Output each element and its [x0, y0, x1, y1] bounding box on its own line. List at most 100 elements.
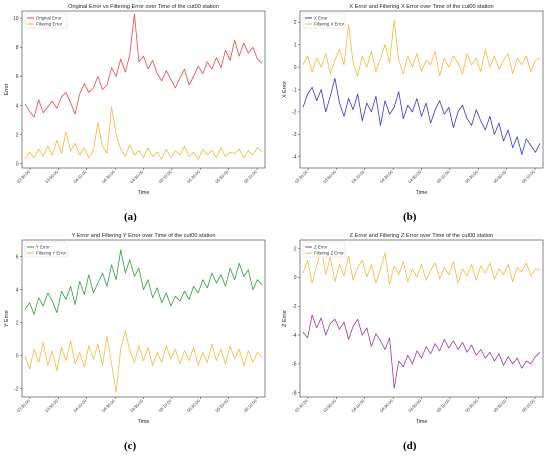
y-tick-label: 4	[16, 287, 19, 293]
legend-label: Filtering X Error	[314, 22, 345, 27]
x-tick-label: 04:30:00	[101, 398, 117, 414]
plot-frame	[21, 239, 266, 398]
y-tick-label: -2	[14, 387, 19, 393]
legend-label: Y Error	[36, 245, 50, 250]
x-tick-label: 03:30:00	[294, 169, 310, 185]
x-tick-label: 05:10:00	[158, 169, 174, 185]
y-tick-label: 2	[294, 246, 297, 252]
y-tick-label: -4	[292, 155, 297, 161]
y-tick-label: 2	[294, 20, 297, 26]
chart-panel-d: Z Error and Filtering Z Error over Time …	[282, 233, 544, 425]
y-tick-label: 8	[16, 45, 19, 51]
x-tick-label: 05:30:00	[464, 398, 480, 414]
caption-c: (c)	[124, 440, 137, 452]
plot-frame	[299, 10, 544, 169]
y-tick-label: 2	[16, 132, 19, 138]
x-axis-label: Time	[416, 190, 428, 196]
x-tick-label: 06:10:00	[521, 398, 537, 414]
x-tick-label: 05:10:00	[436, 169, 452, 185]
chart-title: X Error and Filtering X Error over Time …	[349, 4, 493, 10]
y-tick-label: 10	[13, 16, 19, 22]
x-tick-label: 05:30:00	[464, 169, 480, 185]
y-tick-label: -2	[292, 110, 297, 116]
x-tick-label: 05:50:00	[214, 398, 230, 414]
x-tick-label: 05:10:00	[436, 398, 452, 414]
y-tick-label: -3	[292, 132, 297, 138]
x-tick-label: 04:30:00	[101, 169, 117, 185]
x-axis-label: Time	[416, 419, 428, 425]
x-tick-label: 06:10:00	[243, 169, 259, 185]
y-tick-label: -6	[292, 362, 297, 368]
series-line-filtering-x-error	[302, 19, 541, 77]
x-tick-label: 03:50:00	[322, 398, 338, 414]
x-tick-label: 04:50:00	[129, 169, 145, 185]
series-line-original-error	[24, 13, 263, 118]
y-tick-label: 6	[16, 254, 19, 260]
y-axis-label: Y Error	[4, 310, 10, 327]
x-tick-label: 05:10:00	[158, 398, 174, 414]
series-line-filtering-error	[24, 106, 263, 160]
x-tick-label: 04:50:00	[129, 398, 145, 414]
legend-box	[302, 12, 346, 29]
y-tick-label: 0	[16, 161, 19, 167]
y-axis-label: X Error	[282, 81, 288, 98]
legend-box	[24, 12, 68, 29]
x-tick-label: 04:10:00	[72, 169, 88, 185]
y-tick-label: 6	[16, 74, 19, 80]
x-tick-label: 04:50:00	[407, 169, 423, 185]
legend-label: Z Error	[314, 245, 328, 250]
series-line-filtering-z-error	[302, 248, 541, 286]
x-tick-label: 05:30:00	[186, 398, 202, 414]
series-line-y-error	[24, 249, 263, 315]
x-tick-label: 03:50:00	[44, 398, 60, 414]
x-tick-label: 03:30:00	[16, 169, 32, 185]
x-tick-label: 05:50:00	[214, 169, 230, 185]
caption-a: (a)	[124, 211, 137, 223]
caption-d: (d)	[403, 440, 417, 452]
legend-label: Filtering Y Error	[36, 251, 66, 256]
x-tick-label: 04:30:00	[379, 169, 395, 185]
y-tick-label: 2	[16, 320, 19, 326]
x-tick-label: 03:50:00	[322, 169, 338, 185]
y-tick-label: 4	[16, 103, 19, 109]
y-tick-label: 0	[16, 353, 19, 359]
y-axis-label: Z Error	[282, 310, 288, 327]
plot-frame	[299, 239, 544, 398]
y-tick-label: 0	[294, 275, 297, 281]
x-tick-label: 04:10:00	[350, 169, 366, 185]
legend-box	[302, 241, 346, 258]
chart-panel-b: X Error and Filtering X Error over Time …	[282, 4, 544, 196]
chart-panel-c: Y Error and Filtering Y Error over Time …	[4, 233, 266, 425]
x-tick-label: 04:10:00	[72, 398, 88, 414]
x-tick-label: 06:10:00	[521, 169, 537, 185]
legend-label: Original Error	[36, 16, 62, 21]
y-axis-label: Error	[4, 83, 10, 95]
x-tick-label: 03:50:00	[44, 169, 60, 185]
y-tick-label: -4	[292, 333, 297, 339]
x-axis-label: Time	[138, 419, 150, 425]
caption-b: (b)	[403, 211, 417, 223]
x-tick-label: 06:10:00	[243, 398, 259, 414]
y-tick-label: -2	[292, 304, 297, 310]
series-line-filtering-y-error	[24, 330, 263, 393]
chart-panel-a: Original Error vs Filtering Error over T…	[4, 4, 266, 196]
y-tick-label: -8	[292, 390, 297, 396]
x-tick-label: 03:30:00	[294, 398, 310, 414]
x-tick-label: 03:30:00	[16, 398, 32, 414]
y-tick-label: -1	[292, 87, 297, 93]
y-tick-label: 1	[294, 42, 297, 48]
chart-title: Z Error and Filtering Z Error over Time …	[350, 233, 494, 239]
x-tick-label: 04:50:00	[407, 398, 423, 414]
x-tick-label: 04:10:00	[350, 398, 366, 414]
chart-title: Original Error vs Filtering Error over T…	[68, 4, 219, 10]
series-line-x-error	[302, 77, 541, 155]
x-tick-label: 05:30:00	[186, 169, 202, 185]
x-tick-label: 04:30:00	[379, 398, 395, 414]
x-axis-label: Time	[138, 190, 150, 196]
x-tick-label: 05:50:00	[492, 169, 508, 185]
series-line-z-error	[302, 314, 541, 389]
y-tick-label: 0	[294, 65, 297, 71]
legend-label: Filtering Z Error	[314, 251, 344, 256]
chart-title: Y Error and Filtering Y Error over Time …	[72, 233, 216, 239]
